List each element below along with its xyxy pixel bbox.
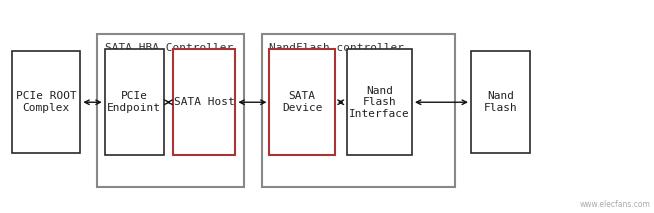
Text: PCIe
Endpoint: PCIe Endpoint bbox=[107, 91, 161, 113]
Text: SATA Host: SATA Host bbox=[174, 97, 235, 107]
Bar bbox=[262, 34, 455, 187]
Bar bbox=[105, 49, 164, 155]
Text: PCIe ROOT
Complex: PCIe ROOT Complex bbox=[16, 91, 77, 113]
Bar bbox=[269, 49, 335, 155]
Text: SATA
Device: SATA Device bbox=[282, 91, 322, 113]
Text: Nand
Flash: Nand Flash bbox=[483, 91, 517, 113]
Text: SATA HBA Controller: SATA HBA Controller bbox=[105, 43, 233, 53]
Bar bbox=[347, 49, 412, 155]
Bar bbox=[97, 34, 244, 187]
Text: NandFlash controller: NandFlash controller bbox=[269, 43, 404, 53]
Bar bbox=[173, 49, 235, 155]
Text: Nand
Flash
Interface: Nand Flash Interface bbox=[349, 86, 409, 119]
Bar bbox=[471, 51, 530, 153]
Text: www.elecfans.com: www.elecfans.com bbox=[580, 200, 651, 209]
Bar bbox=[12, 51, 80, 153]
